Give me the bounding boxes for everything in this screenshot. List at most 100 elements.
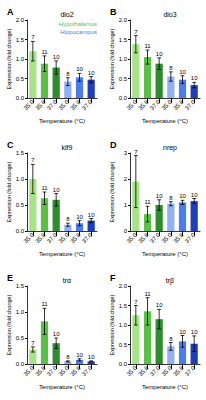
svg-text:35.0: 35.0 bbox=[160, 364, 173, 377]
svg-text:trβ: trβ bbox=[166, 277, 174, 285]
svg-text:35.8: 35.8 bbox=[172, 231, 185, 244]
svg-text:Temperature (°C): Temperature (°C) bbox=[142, 251, 188, 257]
svg-text:35.8: 35.8 bbox=[137, 231, 150, 244]
svg-text:8: 8 bbox=[169, 65, 173, 71]
svg-text:10: 10 bbox=[88, 354, 95, 360]
svg-text:nrep: nrep bbox=[163, 144, 177, 152]
svg-text:0: 0 bbox=[124, 228, 128, 234]
svg-text:7: 7 bbox=[31, 34, 35, 40]
svg-text:10: 10 bbox=[76, 352, 83, 358]
svg-text:1.5: 1.5 bbox=[119, 37, 128, 43]
svg-text:Expression (fold change): Expression (fold change) bbox=[6, 161, 12, 222]
svg-text:35.0: 35.0 bbox=[22, 231, 35, 244]
svg-text:1.0: 1.0 bbox=[16, 176, 25, 182]
svg-text:35.0: 35.0 bbox=[125, 98, 138, 111]
svg-text:0.0: 0.0 bbox=[16, 228, 25, 234]
svg-text:37.0: 37.0 bbox=[184, 231, 197, 244]
svg-text:10: 10 bbox=[156, 302, 163, 308]
svg-text:Temperature (°C): Temperature (°C) bbox=[39, 384, 85, 390]
svg-text:37.0: 37.0 bbox=[184, 364, 197, 377]
svg-text:10: 10 bbox=[88, 212, 95, 218]
svg-text:0.5: 0.5 bbox=[119, 342, 128, 348]
svg-text:E: E bbox=[7, 273, 13, 283]
svg-text:37.0: 37.0 bbox=[46, 231, 59, 244]
svg-text:Expression (fold change): Expression (fold change) bbox=[109, 161, 115, 222]
svg-text:10: 10 bbox=[53, 187, 60, 193]
svg-text:35.8: 35.8 bbox=[69, 364, 82, 377]
svg-text:2.0: 2.0 bbox=[16, 17, 25, 23]
svg-text:8: 8 bbox=[66, 71, 70, 77]
svg-text:0.0: 0.0 bbox=[16, 361, 25, 367]
svg-text:35.8: 35.8 bbox=[137, 364, 150, 377]
svg-text:8: 8 bbox=[169, 336, 173, 342]
svg-text:10: 10 bbox=[179, 69, 186, 75]
svg-text:10: 10 bbox=[156, 51, 163, 57]
svg-text:10: 10 bbox=[179, 329, 186, 335]
svg-text:10: 10 bbox=[191, 192, 198, 198]
svg-text:8: 8 bbox=[66, 354, 70, 360]
svg-text:11: 11 bbox=[144, 291, 151, 297]
svg-text:35.8: 35.8 bbox=[34, 98, 47, 111]
svg-text:35.0: 35.0 bbox=[57, 364, 70, 377]
svg-text:0.5: 0.5 bbox=[16, 76, 25, 82]
svg-text:35.8: 35.8 bbox=[172, 364, 185, 377]
svg-text:10: 10 bbox=[179, 193, 186, 199]
svg-text:35.8: 35.8 bbox=[69, 231, 82, 244]
svg-text:A: A bbox=[7, 7, 14, 17]
svg-text:C: C bbox=[7, 140, 14, 150]
svg-text:1.0: 1.0 bbox=[119, 56, 128, 62]
svg-text:35.0: 35.0 bbox=[57, 231, 70, 244]
svg-text:trα: trα bbox=[63, 277, 71, 284]
svg-text:35.8: 35.8 bbox=[172, 98, 185, 111]
svg-text:1.0: 1.0 bbox=[119, 322, 128, 328]
svg-text:1: 1 bbox=[124, 202, 128, 208]
svg-text:10: 10 bbox=[53, 54, 60, 60]
svg-text:0.0: 0.0 bbox=[119, 361, 128, 367]
svg-text:2.0: 2.0 bbox=[119, 283, 128, 289]
svg-text:0.0: 0.0 bbox=[119, 95, 128, 101]
svg-text:10: 10 bbox=[76, 66, 83, 72]
svg-text:37.0: 37.0 bbox=[46, 98, 59, 111]
svg-text:2: 2 bbox=[124, 176, 128, 182]
svg-text:11: 11 bbox=[41, 185, 48, 191]
svg-text:Expression (fold change): Expression (fold change) bbox=[6, 28, 12, 89]
svg-text:Expression (fold change): Expression (fold change) bbox=[109, 294, 115, 355]
svg-text:11: 11 bbox=[144, 199, 151, 205]
svg-text:dio3: dio3 bbox=[163, 11, 176, 18]
svg-text:10: 10 bbox=[53, 331, 60, 337]
svg-text:37.0: 37.0 bbox=[184, 98, 197, 111]
svg-text:10: 10 bbox=[156, 193, 163, 199]
svg-text:37.0: 37.0 bbox=[149, 231, 162, 244]
svg-text:35.0: 35.0 bbox=[160, 231, 173, 244]
svg-text:35.0: 35.0 bbox=[22, 98, 35, 111]
svg-text:11: 11 bbox=[144, 43, 151, 49]
svg-text:Hypothalamus: Hypothalamus bbox=[59, 21, 97, 27]
svg-text:Temperature (°C): Temperature (°C) bbox=[39, 251, 85, 257]
svg-text:0.0: 0.0 bbox=[16, 95, 25, 101]
svg-text:37.0: 37.0 bbox=[46, 364, 59, 377]
svg-text:Temperature (°C): Temperature (°C) bbox=[39, 118, 85, 124]
svg-text:1.5: 1.5 bbox=[16, 150, 25, 156]
svg-text:Hippocampus: Hippocampus bbox=[60, 29, 97, 35]
svg-text:1.5: 1.5 bbox=[16, 37, 25, 43]
svg-text:7: 7 bbox=[31, 340, 35, 346]
svg-text:1.5: 1.5 bbox=[16, 283, 25, 289]
svg-text:8: 8 bbox=[66, 216, 70, 222]
svg-text:37.0: 37.0 bbox=[81, 231, 94, 244]
svg-text:37.0: 37.0 bbox=[81, 98, 94, 111]
svg-text:3: 3 bbox=[124, 150, 128, 156]
svg-text:1.0: 1.0 bbox=[16, 309, 25, 315]
svg-text:35.0: 35.0 bbox=[125, 231, 138, 244]
svg-text:35.8: 35.8 bbox=[34, 231, 47, 244]
svg-text:35.0: 35.0 bbox=[57, 98, 70, 111]
svg-text:klf9: klf9 bbox=[62, 144, 73, 151]
svg-text:7: 7 bbox=[134, 299, 138, 305]
svg-text:37.0: 37.0 bbox=[149, 98, 162, 111]
svg-text:11: 11 bbox=[41, 301, 48, 307]
svg-text:35.8: 35.8 bbox=[34, 364, 47, 377]
svg-text:7: 7 bbox=[134, 29, 138, 35]
svg-text:Expression (fold change): Expression (fold change) bbox=[6, 294, 12, 355]
svg-text:35.0: 35.0 bbox=[125, 364, 138, 377]
svg-text:7: 7 bbox=[134, 149, 138, 155]
svg-text:0.5: 0.5 bbox=[119, 76, 128, 82]
